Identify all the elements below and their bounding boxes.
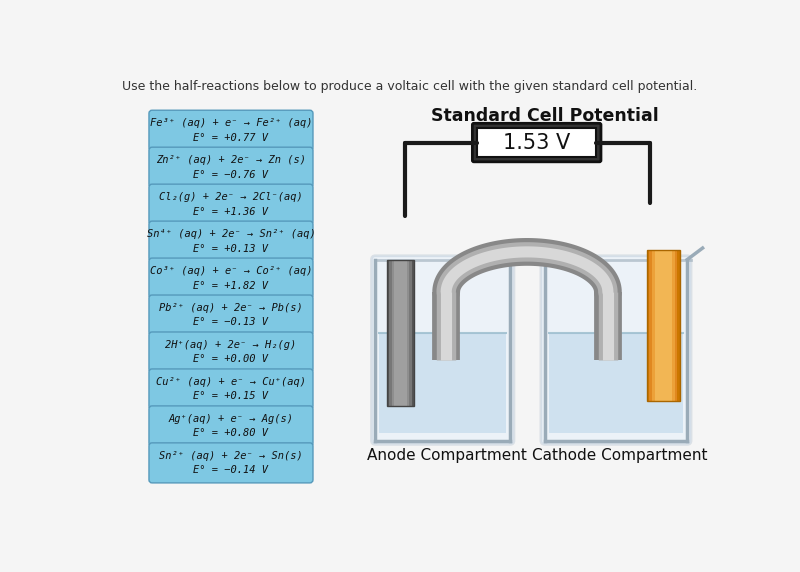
Text: E° = −0.13 V: E° = −0.13 V xyxy=(194,317,269,328)
FancyBboxPatch shape xyxy=(149,221,313,261)
FancyBboxPatch shape xyxy=(472,124,601,162)
Text: Sn²⁺ (aq) + 2e⁻ → Sn(s): Sn²⁺ (aq) + 2e⁻ → Sn(s) xyxy=(159,451,303,461)
Text: E° = +0.77 V: E° = +0.77 V xyxy=(194,133,269,142)
Text: E° = −0.14 V: E° = −0.14 V xyxy=(194,466,269,475)
FancyBboxPatch shape xyxy=(541,256,691,444)
Text: E° = −0.76 V: E° = −0.76 V xyxy=(194,170,269,180)
Text: Cl₂(g) + 2e⁻ → 2Cl⁻(aq): Cl₂(g) + 2e⁻ → 2Cl⁻(aq) xyxy=(159,192,303,202)
FancyBboxPatch shape xyxy=(149,406,313,446)
FancyBboxPatch shape xyxy=(477,128,596,157)
Bar xyxy=(652,251,675,400)
Text: Fe³⁺ (aq) + e⁻ → Fe²⁺ (aq): Fe³⁺ (aq) + e⁻ → Fe²⁺ (aq) xyxy=(150,118,312,129)
Text: Cathode Compartment: Cathode Compartment xyxy=(532,448,707,463)
Text: Use the half-reactions below to produce a voltaic cell with the given standard c: Use the half-reactions below to produce … xyxy=(122,80,698,93)
Bar xyxy=(387,260,414,406)
Text: Standard Cell Potential: Standard Cell Potential xyxy=(431,108,658,125)
FancyBboxPatch shape xyxy=(149,110,313,150)
Text: Zn²⁺ (aq) + 2e⁻ → Zn (s): Zn²⁺ (aq) + 2e⁻ → Zn (s) xyxy=(156,156,306,165)
Text: E° = +0.15 V: E° = +0.15 V xyxy=(194,391,269,402)
Bar xyxy=(394,260,407,406)
Bar xyxy=(390,260,411,406)
Text: Pb²⁺ (aq) + 2e⁻ → Pb(s): Pb²⁺ (aq) + 2e⁻ → Pb(s) xyxy=(159,303,303,313)
Text: Ag⁺(aq) + e⁻ → Ag(s): Ag⁺(aq) + e⁻ → Ag(s) xyxy=(169,414,294,424)
Text: Cu²⁺ (aq) + e⁻ → Cu⁺(aq): Cu²⁺ (aq) + e⁻ → Cu⁺(aq) xyxy=(156,377,306,387)
Bar xyxy=(647,251,679,400)
Text: 1.53 V: 1.53 V xyxy=(503,133,570,153)
FancyBboxPatch shape xyxy=(149,332,313,372)
FancyBboxPatch shape xyxy=(149,147,313,187)
Text: E° = +0.13 V: E° = +0.13 V xyxy=(194,244,269,253)
Text: E° = +1.36 V: E° = +1.36 V xyxy=(194,206,269,217)
Text: E° = +1.82 V: E° = +1.82 V xyxy=(194,280,269,291)
Bar xyxy=(379,333,506,433)
FancyBboxPatch shape xyxy=(149,295,313,335)
Bar xyxy=(655,251,672,400)
Text: E° = +0.80 V: E° = +0.80 V xyxy=(194,428,269,438)
Text: E° = +0.00 V: E° = +0.00 V xyxy=(194,355,269,364)
Text: Anode Compartment: Anode Compartment xyxy=(366,448,526,463)
FancyBboxPatch shape xyxy=(371,256,514,444)
FancyBboxPatch shape xyxy=(149,184,313,224)
FancyBboxPatch shape xyxy=(149,258,313,298)
FancyBboxPatch shape xyxy=(149,369,313,409)
Bar xyxy=(650,251,677,400)
Bar xyxy=(647,251,679,400)
Bar xyxy=(391,260,410,406)
Bar xyxy=(387,260,414,406)
Text: Sn⁴⁺ (aq) + 2e⁻ → Sn²⁺ (aq): Sn⁴⁺ (aq) + 2e⁻ → Sn²⁺ (aq) xyxy=(146,229,315,239)
FancyBboxPatch shape xyxy=(149,443,313,483)
Text: 2H⁺(aq) + 2e⁻ → H₂(g): 2H⁺(aq) + 2e⁻ → H₂(g) xyxy=(166,340,297,350)
Bar xyxy=(549,333,683,433)
Text: Co³⁺ (aq) + e⁻ → Co²⁺ (aq): Co³⁺ (aq) + e⁻ → Co²⁺ (aq) xyxy=(150,267,312,276)
